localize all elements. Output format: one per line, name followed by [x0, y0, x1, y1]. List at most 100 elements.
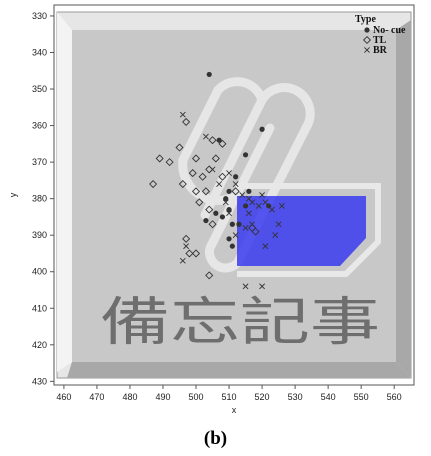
data-point — [272, 232, 279, 239]
y-axis: 330 340 350 360 370 380 390 400 410 420 430 — [32, 11, 54, 386]
data-point — [155, 154, 164, 163]
data-point — [226, 188, 232, 194]
data-point — [179, 111, 186, 118]
data-point — [219, 214, 226, 220]
data-point — [229, 221, 235, 227]
data-point — [209, 166, 216, 173]
data-point — [216, 181, 223, 187]
y-tick-label: 420 — [32, 340, 47, 350]
paperclip-icon — [178, 77, 315, 273]
data-point — [262, 199, 269, 206]
legend-entry-label: No- cue — [373, 25, 406, 36]
y-tick-label: 380 — [32, 194, 47, 204]
data-point — [201, 187, 210, 196]
data-point — [226, 236, 232, 242]
data-point — [226, 210, 232, 217]
data-point — [191, 154, 201, 163]
x-axis: 460 470 480 490 500 510 520 530 540 550 560 — [56, 385, 402, 402]
data-point — [208, 136, 217, 145]
data-points — [149, 71, 285, 290]
data-point — [249, 221, 256, 228]
data-point — [205, 205, 214, 214]
data-point — [259, 192, 265, 198]
data-point — [182, 234, 191, 243]
y-tick-label: 360 — [32, 121, 47, 131]
data-point — [249, 199, 256, 206]
highlight-frame — [237, 183, 381, 277]
data-point — [233, 174, 239, 180]
data-point — [236, 221, 242, 227]
legend-entry-label: TL — [373, 35, 387, 46]
data-point — [208, 220, 217, 229]
data-point — [179, 257, 186, 264]
data-point — [229, 243, 235, 249]
y-tick-label: 390 — [32, 230, 47, 240]
data-point — [205, 271, 214, 280]
data-point — [218, 139, 227, 148]
legend-marker — [364, 47, 370, 53]
data-point — [226, 207, 232, 213]
y-tick-label: 400 — [32, 267, 47, 277]
y-tick-label: 410 — [32, 303, 47, 313]
data-point — [149, 180, 158, 189]
data-point — [226, 170, 232, 176]
legend-entry-label: BR — [373, 45, 388, 56]
data-point — [278, 203, 285, 209]
data-point — [223, 196, 229, 202]
legend-marker — [364, 27, 370, 33]
data-point — [269, 206, 275, 213]
data-point — [203, 217, 209, 224]
data-point — [251, 227, 260, 236]
data-point — [232, 181, 239, 187]
data-point — [245, 210, 252, 217]
data-point — [255, 203, 262, 209]
x-tick-label: 510 — [222, 392, 237, 402]
y-tick-label: 370 — [32, 157, 47, 167]
memo-note-text: 備忘記事 — [100, 293, 380, 353]
data-point — [206, 71, 212, 78]
data-point — [246, 188, 252, 194]
data-point — [185, 249, 194, 258]
data-point — [218, 172, 227, 181]
data-point — [262, 243, 269, 250]
data-point — [259, 126, 265, 132]
x-tick-label: 520 — [255, 392, 270, 402]
data-point — [211, 154, 220, 163]
x-tick-label: 540 — [321, 392, 336, 402]
data-point — [191, 187, 201, 196]
x-tick-label: 480 — [122, 392, 137, 402]
data-point — [242, 152, 249, 158]
y-tick-label: 340 — [32, 48, 47, 58]
data-point — [232, 232, 239, 239]
x-tick-label: 530 — [288, 392, 303, 402]
data-point — [242, 224, 249, 231]
data-point — [188, 169, 197, 178]
data-point — [183, 243, 190, 250]
data-point — [182, 117, 191, 126]
data-point — [242, 203, 249, 209]
legend-title: Type — [355, 14, 376, 25]
data-point — [175, 143, 184, 152]
x-tick-label: 560 — [387, 392, 402, 402]
y-tick-label: 350 — [32, 84, 47, 94]
data-point — [178, 180, 187, 189]
y-tick-label: 430 — [32, 376, 47, 386]
y-tick-label: 330 — [32, 11, 47, 21]
x-axis-title: x — [232, 405, 237, 415]
x-tick-label: 460 — [56, 392, 71, 402]
x-tick-label: 490 — [155, 392, 170, 402]
figure-caption: (b) — [203, 428, 228, 449]
data-point — [195, 198, 204, 207]
data-point — [213, 210, 219, 216]
data-point — [259, 283, 265, 290]
scatter-chart: 備忘記事 330 340 350 360 370 380 390 400 410 420 430 4… — [8, 4, 415, 415]
x-tick-label: 550 — [354, 392, 369, 402]
data-point — [239, 192, 246, 198]
y-axis-title: y — [8, 192, 18, 197]
data-point — [216, 137, 222, 143]
data-point — [222, 199, 229, 206]
data-point — [242, 283, 249, 290]
highlight-region — [237, 196, 366, 266]
data-point — [203, 133, 209, 140]
